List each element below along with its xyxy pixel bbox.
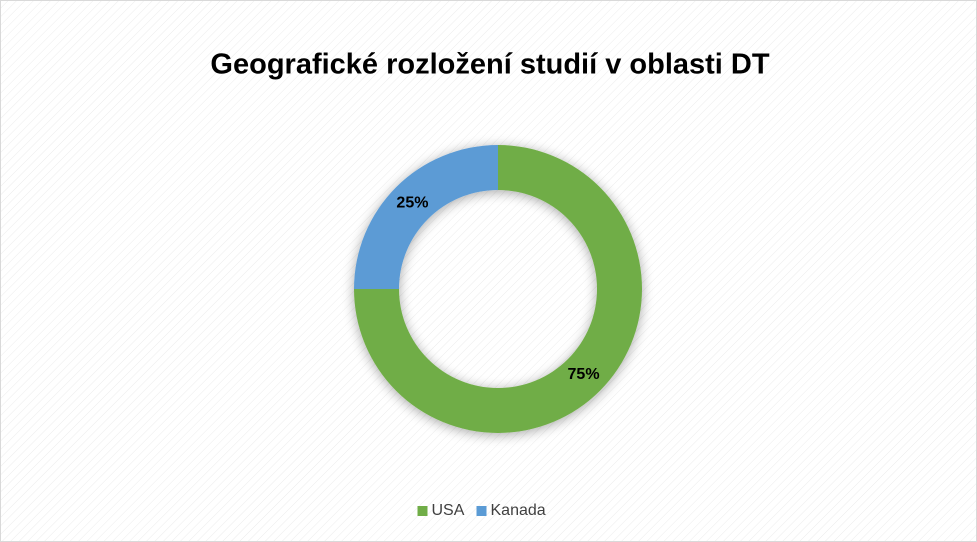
legend-label: Kanada	[491, 502, 546, 519]
legend-swatch	[417, 506, 428, 516]
donut	[354, 145, 642, 433]
donut-slice	[354, 145, 642, 433]
legend-swatch	[476, 506, 487, 516]
data-label: 75%	[568, 366, 600, 383]
legend-label: USA	[432, 502, 465, 519]
chart-title: Geografické rozložení studií v oblasti D…	[210, 49, 769, 81]
donut-slice	[354, 145, 498, 289]
data-label: 25%	[396, 195, 428, 212]
